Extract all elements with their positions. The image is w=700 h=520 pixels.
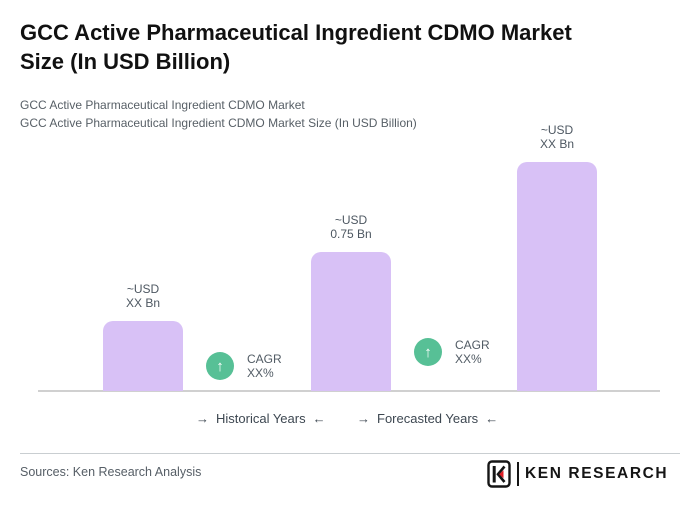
bar-group-historical: ~USD XX Bn (103, 282, 183, 391)
historical-years-label: → Historical Years ← (196, 410, 326, 426)
cagr-badge-historical: ↑ CAGR XX% (206, 352, 282, 380)
left-arrow-icon: ← (485, 410, 499, 426)
ken-research-logo-icon (487, 459, 511, 488)
cagr-value: XX% (247, 366, 274, 380)
page-title: GCC Active Pharmaceutical Ingredient CDM… (20, 18, 685, 76)
page-title-line2: Size (In USD Billion) (20, 49, 231, 74)
right-arrow-icon: → (357, 410, 370, 426)
bar-value-label: ~USD 0.75 Bn (330, 213, 371, 241)
logo-separator (517, 462, 519, 486)
brand-name: KEN RESEARCH (525, 465, 669, 482)
cagr-label: CAGR (247, 352, 282, 366)
bar-value-label-line2: 0.75 Bn (330, 227, 372, 241)
period-label-text: Forecasted Years (377, 410, 479, 426)
bar-value-label-line1: ~USD (334, 213, 368, 227)
cagr-label: CAGR (455, 338, 490, 352)
period-label-text: Historical Years (216, 410, 306, 426)
footer-divider (20, 453, 680, 454)
bar-value-label-line2: XX Bn (125, 296, 161, 310)
bar-group-base-year: ~USD 0.75 Bn (311, 213, 391, 391)
bar-value-label-line1: ~USD (540, 123, 574, 137)
growth-up-arrow-icon: ↑ (414, 338, 442, 366)
left-arrow-icon: ← (312, 410, 326, 426)
page-title-line1: GCC Active Pharmaceutical Ingredient CDM… (20, 20, 572, 45)
ken-research-logo: KEN RESEARCH (487, 459, 668, 489)
growth-up-arrow-icon: ↑ (206, 352, 234, 380)
cagr-badge-forecast: ↑ CAGR XX% (414, 338, 490, 366)
x-axis-line (38, 390, 660, 392)
bar-value-label: ~USD XX Bn (126, 282, 160, 310)
bar-base-year (311, 252, 391, 391)
bar-group-forecast: ~USD XX Bn (517, 123, 597, 391)
cagr-badge-text: CAGR XX% (247, 352, 282, 380)
right-arrow-icon: → (196, 410, 209, 426)
bar-value-label: ~USD XX Bn (540, 123, 574, 151)
chart-subtitle-line1: GCC Active Pharmaceutical Ingredient CDM… (20, 98, 305, 112)
bar-forecast (517, 162, 597, 391)
chart-subtitle-line2: GCC Active Pharmaceutical Ingredient CDM… (20, 116, 417, 130)
cagr-value: XX% (455, 352, 482, 366)
bar-value-label-line2: XX Bn (539, 137, 575, 151)
cagr-badge-text: CAGR XX% (455, 338, 490, 366)
sources-note: Sources: Ken Research Analysis (20, 465, 202, 479)
forecasted-years-label: → Forecasted Years ← (357, 410, 498, 426)
bar-historical (103, 321, 183, 391)
bar-value-label-line1: ~USD (126, 282, 160, 296)
chart-subtitle: GCC Active Pharmaceutical Ingredient CDM… (20, 96, 660, 132)
